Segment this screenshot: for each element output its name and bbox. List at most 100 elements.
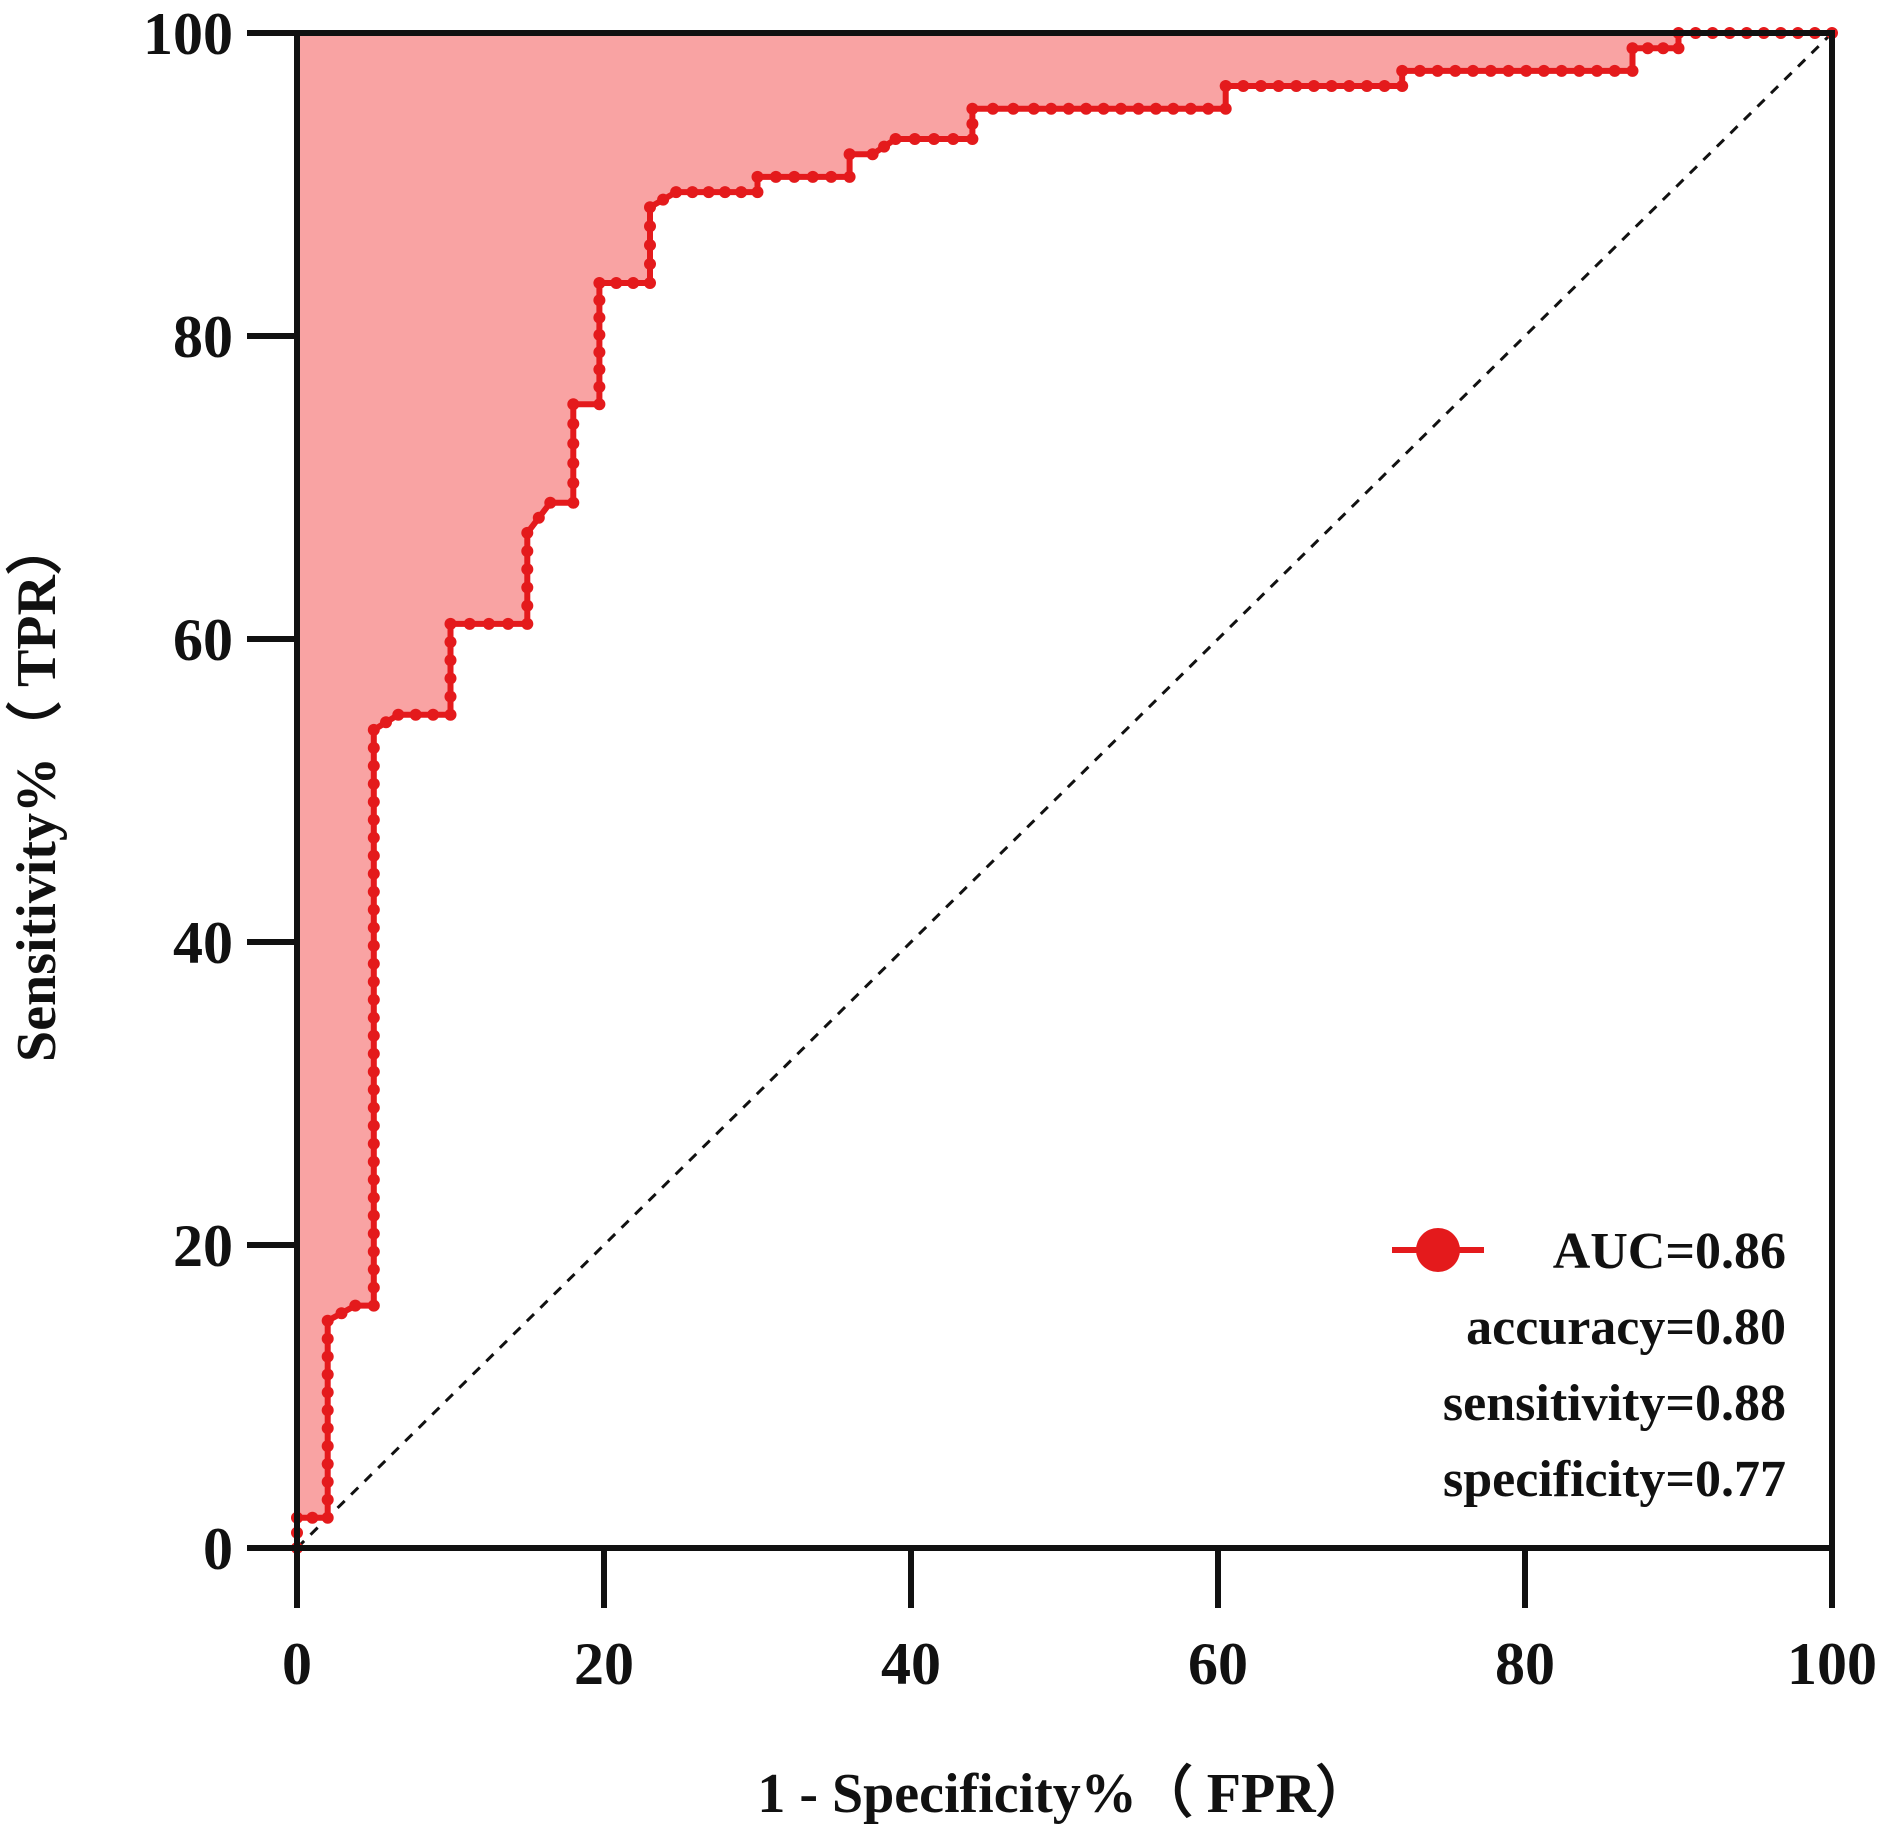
roc-point: [670, 186, 683, 199]
x-tick-label: 40: [881, 1631, 941, 1697]
roc-point: [444, 690, 457, 703]
roc-point: [593, 328, 606, 341]
roc-point: [908, 133, 921, 145]
roc-point: [321, 1386, 334, 1399]
x-tick-label: 60: [1188, 1631, 1248, 1697]
roc-point: [1537, 64, 1550, 77]
roc-point: [1237, 80, 1250, 92]
roc-point: [1027, 102, 1040, 115]
roc-point: [367, 1299, 380, 1312]
roc-point: [567, 417, 580, 430]
roc-point: [702, 186, 715, 199]
roc-point: [444, 708, 457, 721]
roc-point: [1626, 42, 1639, 55]
roc-point: [751, 186, 764, 199]
roc-point: [502, 617, 515, 630]
roc-point: [769, 170, 782, 183]
roc-point: [889, 133, 902, 145]
roc-point: [1396, 64, 1409, 77]
roc-point: [1184, 102, 1197, 115]
roc-point: [306, 1511, 319, 1524]
roc-point: [843, 148, 856, 161]
roc-point: [1132, 102, 1145, 115]
roc-point: [878, 140, 891, 153]
roc-point: [1202, 102, 1215, 115]
roc-point: [947, 133, 960, 145]
x-tick-label: 100: [1787, 1631, 1877, 1697]
roc-point: [335, 1307, 348, 1320]
roc-point: [1449, 64, 1462, 77]
roc-point: [321, 1332, 334, 1345]
roc-point: [544, 496, 557, 509]
roc-point: [521, 545, 534, 558]
roc-point: [444, 636, 457, 648]
roc-point: [367, 1209, 380, 1222]
roc-point: [321, 1350, 334, 1363]
roc-point: [1608, 64, 1621, 77]
roc-point: [367, 1245, 380, 1258]
roc-point: [367, 1011, 380, 1024]
area-above-curve-fill: [297, 33, 1832, 1548]
roc-point: [367, 1065, 380, 1078]
roc-point: [686, 186, 699, 199]
roc-point: [1149, 102, 1162, 115]
roc-point: [482, 617, 495, 630]
roc-point: [367, 759, 380, 772]
roc-point: [644, 239, 656, 252]
roc-point: [367, 903, 380, 916]
x-tick-label: 80: [1495, 1631, 1555, 1697]
roc-point: [367, 1281, 380, 1294]
roc-point: [986, 102, 999, 115]
roc-point: [521, 563, 534, 576]
roc-point: [1591, 64, 1603, 77]
roc-point: [367, 795, 380, 808]
y-tick-label: 20: [173, 1213, 233, 1279]
roc-point: [367, 921, 380, 934]
roc-point: [367, 1173, 380, 1186]
roc-point: [367, 849, 380, 862]
roc-point: [392, 708, 405, 721]
roc-point: [321, 1368, 334, 1381]
roc-point: [1555, 64, 1568, 77]
roc-point: [1219, 102, 1232, 115]
roc-point: [866, 148, 879, 161]
roc-point: [521, 617, 534, 630]
roc-point: [1290, 80, 1303, 92]
roc-point: [444, 617, 457, 630]
roc-point: [1672, 42, 1685, 55]
roc-point: [593, 277, 606, 289]
roc-point: [367, 1263, 380, 1276]
roc-point: [367, 957, 380, 970]
roc-point: [367, 777, 380, 790]
roc-point: [751, 170, 764, 183]
roc-point: [367, 1047, 380, 1060]
legend-stat-label: accuracy=0.80: [1466, 1299, 1786, 1356]
roc-point: [567, 477, 580, 489]
roc-point: [1657, 42, 1670, 55]
legend-marker-swatch: [1416, 1228, 1460, 1272]
roc-point: [1115, 102, 1127, 115]
roc-point: [1484, 64, 1497, 77]
roc-point: [719, 186, 731, 199]
roc-point: [367, 975, 380, 988]
roc-point: [735, 186, 748, 199]
roc-point: [806, 170, 819, 183]
roc-point: [367, 1119, 380, 1132]
roc-point: [1502, 64, 1515, 77]
roc-point: [367, 867, 380, 880]
roc-point: [367, 1137, 380, 1150]
legend-stat-label: specificity=0.77: [1443, 1451, 1786, 1508]
roc-point: [367, 1155, 380, 1168]
roc-point: [928, 133, 940, 145]
roc-point: [1343, 80, 1356, 92]
roc-point: [367, 741, 380, 754]
roc-point: [1378, 80, 1391, 92]
roc-point: [593, 311, 606, 324]
roc-point: [1325, 80, 1338, 92]
roc-point: [1413, 64, 1426, 77]
roc-point: [367, 1101, 380, 1114]
roc-point: [1097, 102, 1110, 115]
roc-point: [593, 346, 606, 359]
roc-point: [321, 1314, 334, 1327]
roc-point: [367, 1029, 380, 1042]
